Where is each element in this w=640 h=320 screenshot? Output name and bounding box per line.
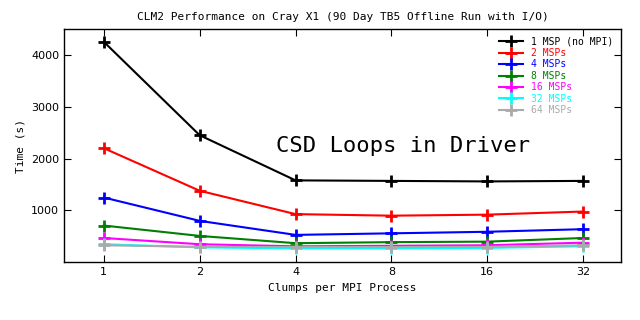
4 MSPs — [100, 196, 108, 199]
4 MSPs — [579, 227, 587, 231]
2 MSPs — [196, 189, 204, 193]
8 MSPs — [388, 240, 396, 244]
2 MSPs — [579, 210, 587, 213]
4 MSPs — [388, 231, 396, 235]
1 MSP (no MPI) — [579, 179, 587, 183]
4 MSPs — [196, 219, 204, 223]
64 MSPs — [579, 243, 587, 247]
Text: CSD Loops in Driver: CSD Loops in Driver — [276, 136, 530, 156]
32 MSPs — [292, 246, 300, 250]
8 MSPs — [196, 234, 204, 238]
16 MSPs — [100, 236, 108, 240]
X-axis label: Clumps per MPI Process: Clumps per MPI Process — [268, 283, 417, 293]
Line: 32 MSPs: 32 MSPs — [98, 239, 589, 254]
Line: 64 MSPs: 64 MSPs — [98, 240, 589, 253]
32 MSPs — [100, 242, 108, 246]
16 MSPs — [579, 241, 587, 244]
32 MSPs — [483, 246, 491, 250]
2 MSPs — [100, 146, 108, 150]
Legend: 1 MSP (no MPI), 2 MSPs, 4 MSPs, 8 MSPs, 16 MSPs, 32 MSPs, 64 MSPs: 1 MSP (no MPI), 2 MSPs, 4 MSPs, 8 MSPs, … — [496, 34, 616, 118]
Line: 4 MSPs: 4 MSPs — [98, 192, 589, 240]
4 MSPs — [292, 233, 300, 237]
64 MSPs — [388, 245, 396, 249]
1 MSP (no MPI) — [292, 179, 300, 182]
Line: 2 MSPs: 2 MSPs — [98, 143, 589, 221]
4 MSPs — [483, 230, 491, 234]
16 MSPs — [196, 242, 204, 246]
1 MSP (no MPI) — [100, 40, 108, 44]
2 MSPs — [292, 212, 300, 216]
2 MSPs — [388, 214, 396, 218]
64 MSPs — [292, 245, 300, 249]
8 MSPs — [483, 240, 491, 244]
1 MSP (no MPI) — [196, 133, 204, 137]
32 MSPs — [388, 246, 396, 250]
64 MSPs — [483, 245, 491, 249]
16 MSPs — [292, 244, 300, 248]
Y-axis label: Time (s): Time (s) — [15, 119, 26, 172]
32 MSPs — [196, 245, 204, 249]
32 MSPs — [579, 244, 587, 248]
Line: 16 MSPs: 16 MSPs — [98, 232, 589, 252]
64 MSPs — [100, 243, 108, 247]
16 MSPs — [483, 243, 491, 247]
8 MSPs — [100, 224, 108, 228]
Line: 8 MSPs: 8 MSPs — [98, 220, 589, 249]
64 MSPs — [196, 245, 204, 249]
16 MSPs — [388, 244, 396, 248]
8 MSPs — [579, 236, 587, 240]
Title: CLM2 Performance on Cray X1 (90 Day TB5 Offline Run with I/O): CLM2 Performance on Cray X1 (90 Day TB5 … — [136, 12, 548, 22]
1 MSP (no MPI) — [388, 179, 396, 183]
2 MSPs — [483, 213, 491, 217]
8 MSPs — [292, 241, 300, 245]
1 MSP (no MPI) — [483, 180, 491, 183]
Line: 1 MSP (no MPI): 1 MSP (no MPI) — [98, 36, 589, 187]
